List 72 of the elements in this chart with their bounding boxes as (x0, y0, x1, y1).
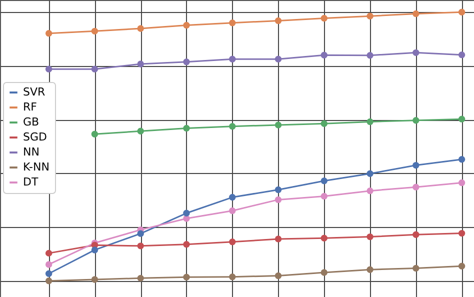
legend-label: GB (23, 116, 40, 128)
point (45, 278, 52, 284)
point (458, 179, 466, 186)
point (274, 272, 282, 280)
point (458, 116, 466, 122)
point (274, 186, 282, 194)
point (45, 261, 52, 268)
legend-label: NN (23, 146, 40, 158)
point (45, 270, 52, 277)
point (229, 56, 236, 62)
point (412, 117, 420, 124)
point (229, 273, 236, 280)
point (366, 187, 374, 194)
point (274, 236, 282, 242)
legend-label: K-NN (23, 160, 50, 174)
point (458, 262, 466, 270)
point (229, 207, 236, 214)
point (183, 124, 190, 132)
point (183, 58, 190, 66)
point (366, 52, 374, 59)
point (412, 10, 420, 18)
point (274, 122, 282, 128)
point (366, 266, 374, 273)
point (91, 246, 98, 254)
point (137, 274, 144, 282)
legend-label: SVR (23, 86, 46, 98)
point (137, 25, 144, 32)
point (366, 118, 374, 126)
point (183, 22, 190, 29)
point (137, 230, 144, 237)
point (137, 60, 144, 68)
point (183, 210, 190, 216)
point (458, 230, 466, 237)
point (229, 20, 236, 26)
point (320, 178, 328, 184)
point (91, 28, 98, 35)
point (91, 66, 98, 72)
point (274, 56, 282, 62)
point (412, 231, 420, 238)
point (366, 170, 374, 177)
point (320, 120, 328, 127)
point (412, 184, 420, 190)
point (229, 238, 236, 246)
point (320, 269, 328, 276)
point (320, 234, 328, 242)
point (45, 30, 52, 37)
legend-label: SGD (23, 130, 47, 144)
point (320, 192, 328, 200)
point (412, 264, 420, 272)
point (229, 194, 236, 201)
point (458, 51, 466, 58)
point (458, 156, 466, 163)
point (45, 66, 52, 72)
point (229, 122, 236, 130)
point (274, 17, 282, 24)
legend-label: DT (23, 176, 38, 188)
legend-label: RF (23, 100, 37, 114)
point (412, 162, 420, 169)
point (183, 240, 190, 248)
point (320, 14, 328, 22)
point (183, 274, 190, 280)
point (366, 12, 374, 20)
point (366, 233, 374, 240)
point (458, 8, 466, 16)
point (137, 128, 144, 135)
point (412, 49, 420, 56)
point (137, 242, 144, 250)
point (45, 250, 52, 257)
point (274, 196, 282, 204)
point (91, 276, 98, 283)
point (320, 52, 328, 58)
point (91, 130, 98, 138)
